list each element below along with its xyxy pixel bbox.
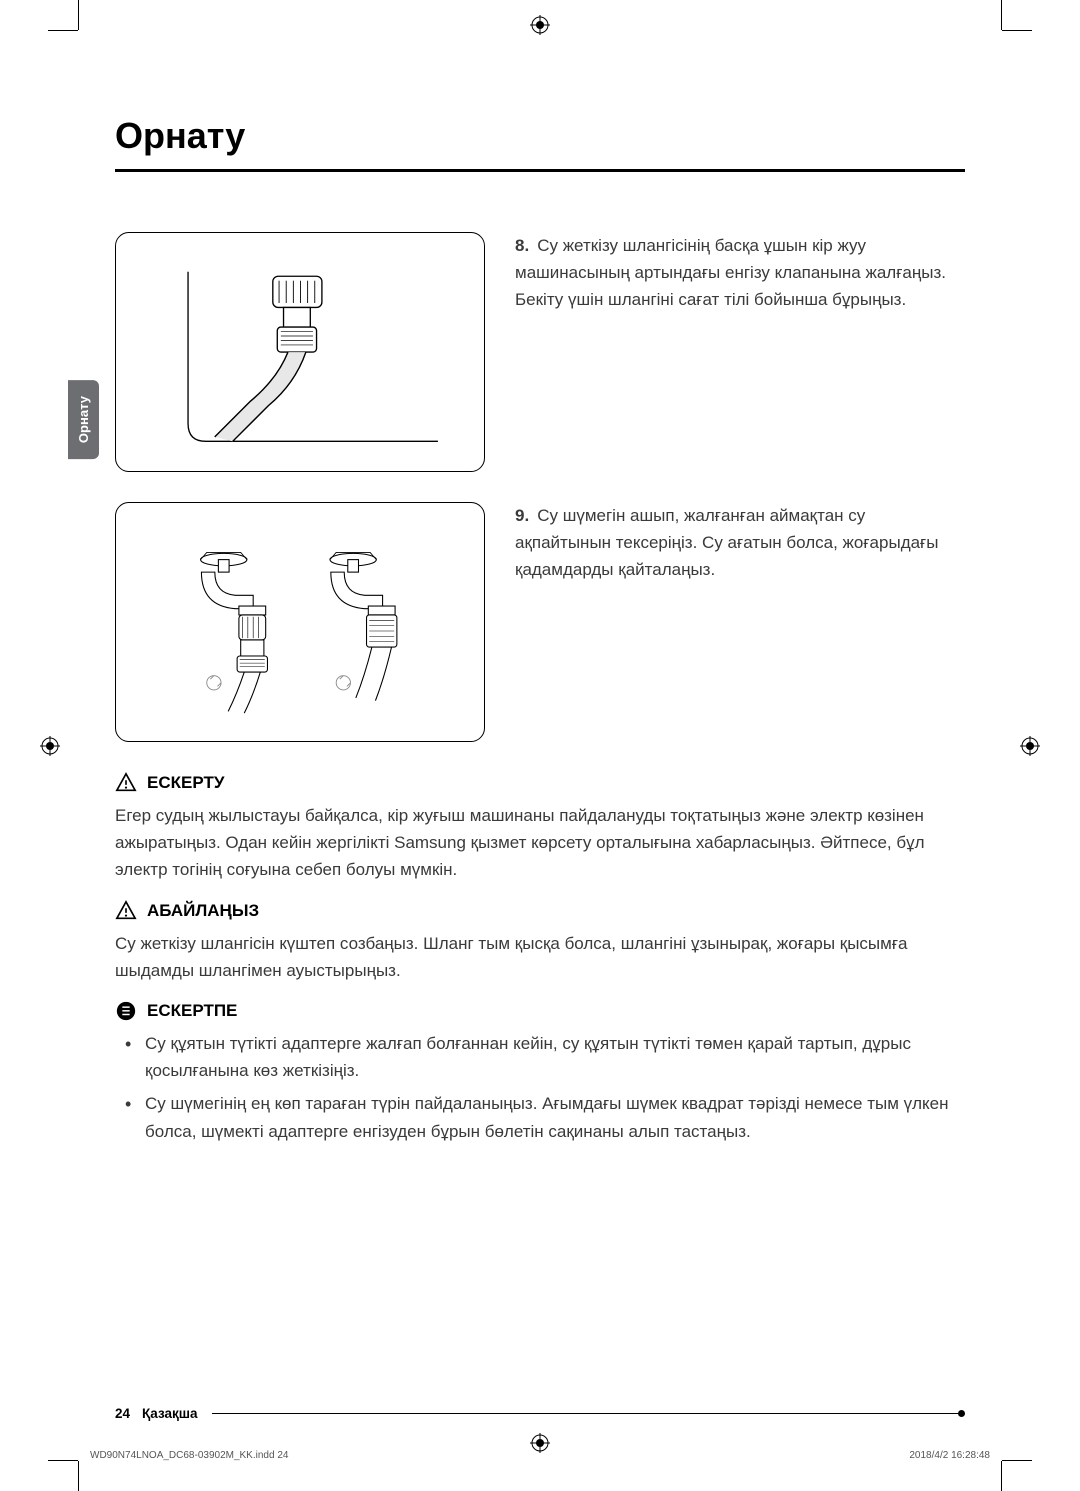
note-icon (115, 1000, 137, 1022)
step-body: Су шүмегін ашып, жалғанған аймақтан су а… (515, 506, 938, 579)
caution-label: АБАЙЛАҢЫЗ (147, 901, 259, 921)
print-timestamp: 2018/4/2 16:28:48 (909, 1450, 990, 1461)
step-number: 9. (515, 502, 529, 529)
step-row: 8.Су жеткізу шлангісінің басқа ұшын кір … (115, 232, 965, 472)
crop-mark (48, 1460, 78, 1461)
print-metadata: WD90N74LNOA_DC68-03902M_KK.indd 24 2018/… (90, 1450, 990, 1461)
crop-mark (1001, 1461, 1002, 1491)
note-title: ЕСКЕРТПЕ (115, 1000, 965, 1022)
warning-label: ЕСКЕРТУ (147, 773, 224, 793)
step-number: 8. (515, 232, 529, 259)
caution-body: Су жеткізу шлангісін күштеп созбаңыз. Шл… (115, 930, 965, 984)
warning-body: Егер судың жылыстауы байқалса, кір жуғыш… (115, 802, 965, 884)
crop-mark (1002, 1460, 1032, 1461)
step-text: 8.Су жеткізу шлангісінің басқа ұшын кір … (515, 232, 965, 472)
print-filename: WD90N74LNOA_DC68-03902M_KK.indd 24 (90, 1450, 288, 1461)
note-item: Су құятын түтікті адаптерге жалғап болға… (145, 1030, 965, 1084)
note-item: Су шүмегінің ең көп тараған түрін пайдал… (145, 1090, 965, 1144)
warning-icon (115, 772, 137, 794)
footer-rule (212, 1413, 965, 1415)
step-body: Су жеткізу шлангісінің басқа ұшын кір жу… (515, 236, 946, 309)
warning-title: ЕСКЕРТУ (115, 772, 965, 794)
caution-title: АБАЙЛАҢЫЗ (115, 900, 965, 922)
step-text: 9.Су шүмегін ашып, жалғанған аймақтан су… (515, 502, 965, 742)
step-row: 9.Су шүмегін ашып, жалғанған аймақтан су… (115, 502, 965, 742)
caution-icon (115, 900, 137, 922)
page-number: 24 (115, 1406, 130, 1421)
notices: ЕСКЕРТУ Егер судың жылыстауы байқалса, к… (115, 772, 965, 1145)
crop-mark (78, 1461, 79, 1491)
page-title: Орнату (115, 115, 965, 172)
footer-language: Қазақша (142, 1406, 197, 1421)
page-footer: 24 Қазақша (115, 1406, 965, 1421)
illustration-hose-inlet (115, 232, 485, 472)
page-content: Орнату (0, 0, 1080, 1191)
note-list: Су құятын түтікті адаптерге жалғап болға… (115, 1030, 965, 1145)
illustration-faucets (115, 502, 485, 742)
note-label: ЕСКЕРТПЕ (147, 1001, 237, 1021)
